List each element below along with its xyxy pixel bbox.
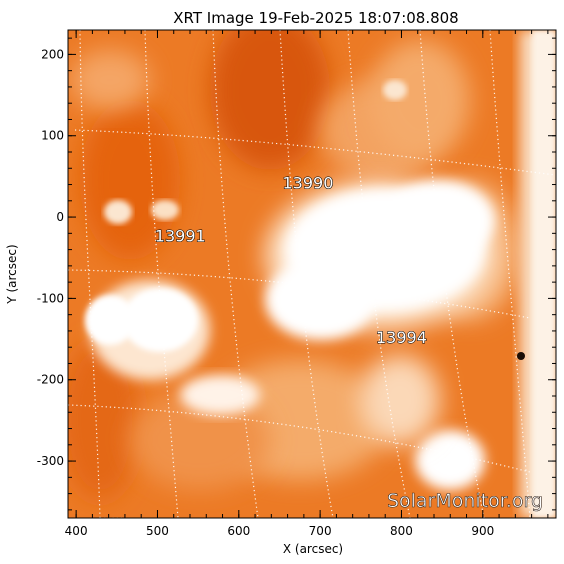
x-axis-label: X (arcsec) xyxy=(283,542,343,556)
x-axis-ticks: 400 500 600 700 800 900 xyxy=(65,30,549,538)
x-tick-label: 700 xyxy=(309,524,332,538)
y-tick-label: 200 xyxy=(41,47,64,61)
active-region-labels: 13990 13991 13994 xyxy=(154,173,427,348)
x-tick-label: 900 xyxy=(471,524,494,538)
heliographic-grid xyxy=(68,30,556,518)
y-tick-label: 0 xyxy=(56,210,64,224)
x-tick-label: 600 xyxy=(227,524,250,538)
figure-title: XRT Image 19-Feb-2025 18:07:08.808 xyxy=(173,9,458,27)
y-axis-ticks: 200 100 0 -100 -200 -300 xyxy=(37,37,556,511)
region-label-13994: 13994 xyxy=(376,328,427,347)
y-tick-label: -300 xyxy=(37,454,64,468)
watermark: SolarMonitor.org xyxy=(387,490,543,512)
region-label-13990: 13990 xyxy=(282,174,333,193)
region-label-13991: 13991 xyxy=(155,226,206,245)
x-tick-label: 500 xyxy=(146,524,169,538)
xrt-image xyxy=(68,30,556,518)
y-tick-label: 100 xyxy=(41,129,64,143)
x-tick-label: 400 xyxy=(65,524,88,538)
y-axis-label: Y (arcsec) xyxy=(5,244,19,304)
y-tick-label: -200 xyxy=(37,373,64,387)
y-tick-label: -100 xyxy=(37,291,64,305)
plot-frame xyxy=(67,29,557,519)
x-tick-label: 800 xyxy=(390,524,413,538)
